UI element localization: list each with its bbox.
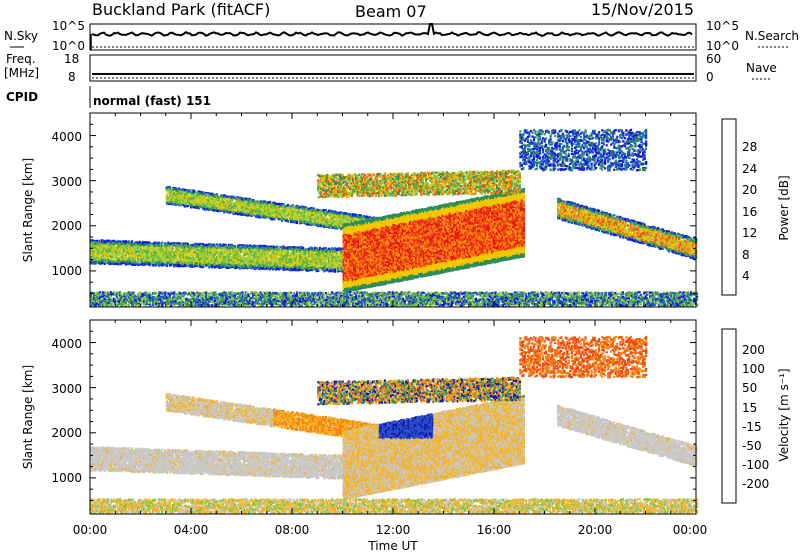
cpid-value: normal (fast) 151: [93, 94, 211, 108]
nsearch-tick-high: 10^5: [706, 19, 739, 33]
nsearch-tick-low: 10^0: [706, 39, 739, 53]
nave-tick-high: 60: [706, 52, 721, 66]
nsky-trace: [92, 24, 692, 36]
station-title: Buckland Park (fitACF): [92, 0, 270, 19]
date-title: 15/Nov/2015: [591, 0, 694, 19]
freq-label-line1: Freq.: [6, 52, 36, 66]
radar-summary-plot: Buckland Park (fitACF) Beam 07 15/Nov/20…: [0, 0, 800, 554]
power-cell: [104, 263, 106, 265]
cpid-label: CPID: [6, 90, 38, 104]
nave-label: Nave: [746, 61, 777, 75]
freq-label-line2: [MHz]: [4, 66, 39, 80]
power-cell: [131, 240, 133, 242]
nsky-panel: [90, 24, 696, 50]
beam-title: Beam 07: [355, 2, 427, 21]
freq-tick-high: 18: [64, 52, 79, 66]
nsky-tick-low: 10^0: [52, 39, 85, 53]
freq-panel: [90, 55, 696, 81]
nsky-tick-high: 10^5: [52, 19, 85, 33]
power-data: [90, 129, 698, 307]
plot-canvas: Buckland Park (fitACF) Beam 07 15/Nov/20…: [0, 0, 800, 554]
nave-tick-low: 0: [706, 70, 714, 84]
nsky-label: N.Sky: [4, 29, 38, 43]
nsearch-label: N.Search: [745, 29, 799, 43]
freq-tick-low: 8: [68, 70, 76, 84]
